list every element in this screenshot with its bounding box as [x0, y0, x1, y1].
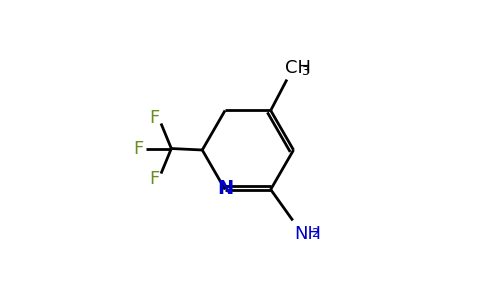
Text: F: F: [150, 170, 160, 188]
Text: NH: NH: [294, 225, 321, 243]
Text: 2: 2: [311, 227, 318, 240]
Text: F: F: [150, 109, 160, 127]
Text: N: N: [217, 178, 233, 198]
Text: 3: 3: [301, 65, 309, 78]
Text: F: F: [133, 140, 143, 158]
Text: CH: CH: [286, 58, 311, 76]
